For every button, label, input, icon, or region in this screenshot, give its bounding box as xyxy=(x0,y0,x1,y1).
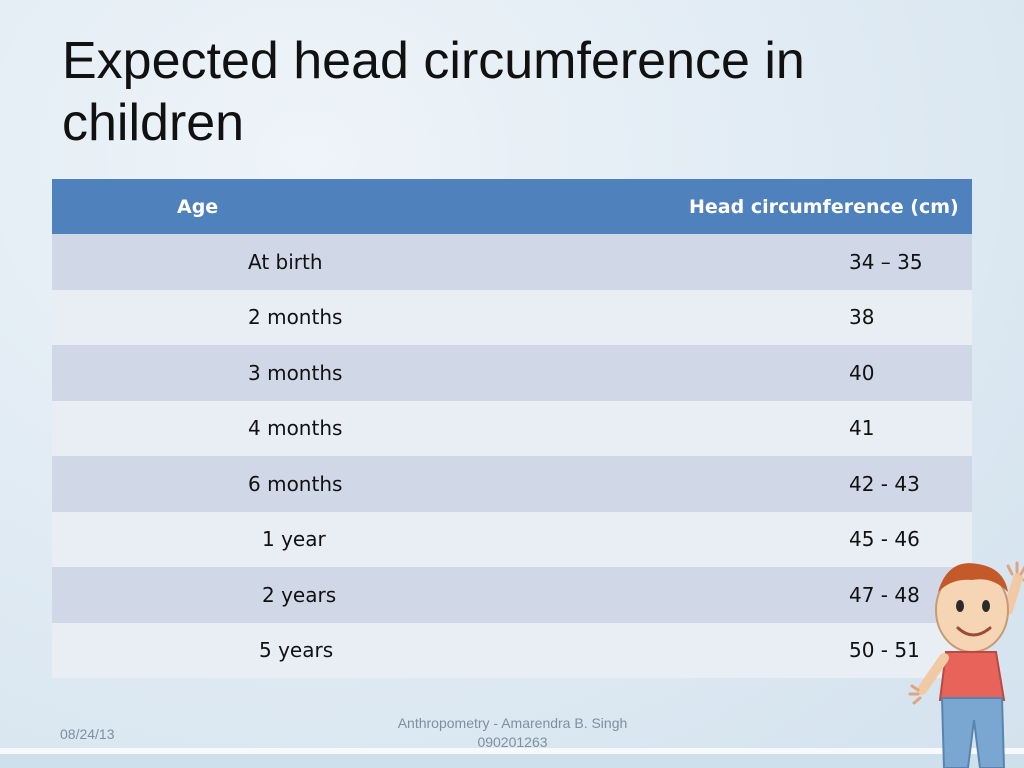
footer-date: 08/24/13 xyxy=(60,726,115,742)
age-cell: 1 year xyxy=(52,511,597,567)
age-cell: 5 years xyxy=(52,622,597,678)
circumference-cell: 40 xyxy=(597,345,972,401)
footer-author-line-1: Anthropometry - Amarendra B. Singh xyxy=(397,715,628,731)
table-row: 2 months 38 xyxy=(52,289,972,345)
age-cell: 3 months xyxy=(52,345,597,401)
column-header-head-circumference: Head circumference (cm) xyxy=(597,179,972,234)
table-row: 5 years 50 - 51 xyxy=(52,622,972,678)
age-cell: 2 months xyxy=(52,289,597,345)
table-row: 6 months 42 - 43 xyxy=(52,456,972,512)
footer-author-line-2: 090201263 xyxy=(477,734,548,750)
title-line-1: Expected head circumference in xyxy=(62,32,805,90)
table-row: 1 year 45 - 46 xyxy=(52,511,972,567)
bottom-band xyxy=(0,748,1024,754)
footer-author: Anthropometry - Amarendra B. Singh 09020… xyxy=(360,714,665,752)
circumference-cell: 50 - 51 xyxy=(597,622,972,678)
circumference-cell: 47 - 48 xyxy=(597,567,972,623)
table-row: 2 years 47 - 48 xyxy=(52,567,972,623)
slide-title: Expected head circumference in children xyxy=(62,30,942,154)
age-cell: 4 months xyxy=(52,400,597,456)
circumference-cell: 42 - 43 xyxy=(597,456,972,512)
title-line-2: children xyxy=(62,94,245,152)
age-cell: 6 months xyxy=(52,456,597,512)
bottom-band-lower xyxy=(0,754,1024,768)
table-header-row: Age Head circumference (cm) xyxy=(52,179,972,234)
table-row: 4 months 41 xyxy=(52,400,972,456)
circumference-cell: 45 - 46 xyxy=(597,511,972,567)
head-circumference-table: Age Head circumference (cm) At birth 34 … xyxy=(52,179,972,678)
circumference-cell: 38 xyxy=(597,289,972,345)
cartoon-child-illustration xyxy=(908,561,1024,768)
age-cell: At birth xyxy=(52,234,597,290)
table-row: At birth 34 – 35 xyxy=(52,234,972,290)
age-cell: 2 years xyxy=(52,567,597,623)
table-row: 3 months 40 xyxy=(52,345,972,401)
circumference-cell: 41 xyxy=(597,400,972,456)
circumference-cell: 34 – 35 xyxy=(597,234,972,290)
column-header-age: Age xyxy=(52,179,597,234)
